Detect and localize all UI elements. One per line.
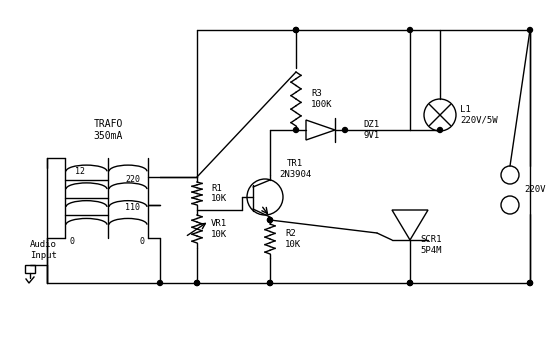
Circle shape [407,281,412,286]
Text: 220: 220 [125,175,140,185]
Circle shape [342,127,348,132]
Text: DZ1
9V1: DZ1 9V1 [363,120,379,140]
Circle shape [528,281,533,286]
Circle shape [194,281,199,286]
Circle shape [157,281,162,286]
Text: 110: 110 [125,203,140,213]
Circle shape [438,127,443,132]
Circle shape [268,281,273,286]
Text: R3
100K: R3 100K [311,89,332,109]
Circle shape [407,27,412,32]
Bar [25,265,35,273]
Text: VR1
10K: VR1 10K [211,219,227,239]
Circle shape [294,27,299,32]
Circle shape [268,217,273,222]
Text: 0: 0 [69,237,74,245]
Text: TRAFO
350mA: TRAFO 350mA [93,119,123,141]
Text: R1
10K: R1 10K [211,184,227,203]
Circle shape [294,127,299,132]
Circle shape [194,281,199,286]
Text: Audio
Input: Audio Input [30,240,57,260]
Text: TR1
2N3904: TR1 2N3904 [279,159,311,179]
Text: R2
10K: R2 10K [285,229,301,249]
Circle shape [528,27,533,32]
Circle shape [268,281,273,286]
Text: L1
220V/5W: L1 220V/5W [460,105,497,125]
Circle shape [294,27,299,32]
Circle shape [268,217,273,222]
Circle shape [407,281,412,286]
Text: 0: 0 [139,237,144,245]
Text: 12: 12 [75,167,85,175]
Text: 220V: 220V [524,186,545,194]
Text: SCR1
5P4M: SCR1 5P4M [420,235,442,255]
Circle shape [528,281,533,286]
